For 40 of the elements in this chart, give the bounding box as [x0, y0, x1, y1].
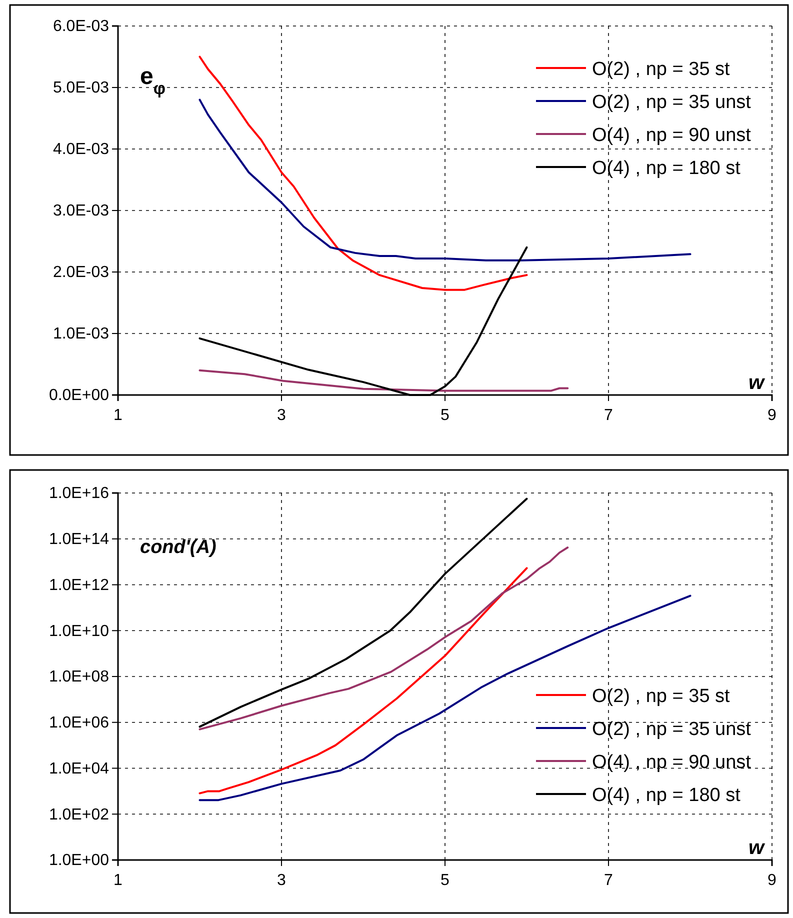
y-tick-label: 5.0E-03 — [52, 80, 110, 97]
x-tick-label: 1 — [114, 872, 123, 889]
y-tick-label: 2.0E-03 — [52, 264, 110, 282]
x-tick-label: 7 — [604, 407, 614, 424]
x-tick-label: 7 — [604, 872, 614, 889]
line-series — [198, 369, 569, 392]
y-tick-label: 1.0E+04 — [48, 760, 110, 778]
x-tick-label: 5 — [440, 407, 450, 424]
legend-label: O(2) , np = 35 unst — [592, 719, 752, 740]
y-tick-label: 1.0E+08 — [48, 668, 110, 686]
y-tick-label: 1.0E-03 — [52, 326, 110, 343]
x-tick-label: 3 — [277, 407, 286, 424]
line-series — [198, 567, 528, 794]
y-tick-label: 1.0E+10 — [48, 622, 110, 640]
y-tick-label: 1.0E+00 — [48, 852, 110, 870]
x-axis-title: w — [748, 372, 766, 394]
y-tick-label: 1.0E+14 — [48, 530, 110, 548]
y-tick-label: 1.0E+06 — [48, 714, 110, 732]
y-tick-label: 1.0E+12 — [48, 576, 110, 594]
legend-label: O(4) , np = 90 unst — [592, 125, 752, 146]
x-tick-label: 9 — [768, 872, 777, 889]
y-tick-label: 1.0E+02 — [48, 806, 110, 824]
y-tick-label: 1.0E+16 — [48, 485, 110, 502]
y-axis-title: cond'(A) — [140, 537, 216, 558]
x-tick-label: 5 — [440, 872, 450, 889]
x-tick-label: 1 — [114, 407, 123, 424]
x-tick-label: 3 — [277, 872, 286, 889]
y-tick-label: 0.0E+00 — [48, 387, 110, 404]
legend-label: O(2) , np = 35 st — [592, 59, 731, 80]
x-axis-title: w — [748, 837, 766, 859]
y-tick-label: 4.0E-03 — [52, 141, 110, 158]
legend-label: O(2) , np = 35 st — [592, 686, 731, 707]
y-tick-label: 3.0E-03 — [52, 202, 110, 220]
legend-label: O(2) , np = 35 unst — [592, 92, 752, 113]
y-tick-label: 6.0E-03 — [52, 18, 110, 36]
legend-label: O(4) , np = 180 st — [592, 158, 742, 179]
x-tick-label: 9 — [768, 407, 777, 424]
line-series — [198, 56, 528, 291]
legend-label: O(4) , np = 180 st — [592, 785, 742, 806]
y-axis-title: e$_{φ}$ — [140, 63, 166, 98]
